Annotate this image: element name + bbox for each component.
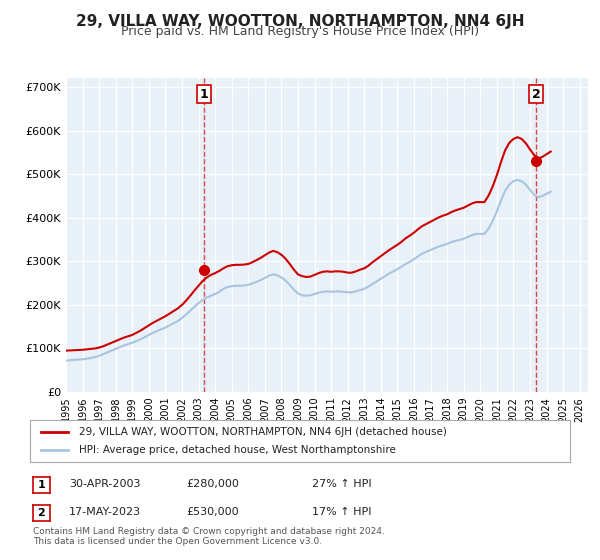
Text: £280,000: £280,000 (186, 479, 239, 489)
Text: Price paid vs. HM Land Registry's House Price Index (HPI): Price paid vs. HM Land Registry's House … (121, 25, 479, 38)
Text: 29, VILLA WAY, WOOTTON, NORTHAMPTON, NN4 6JH: 29, VILLA WAY, WOOTTON, NORTHAMPTON, NN4… (76, 14, 524, 29)
Text: 2: 2 (532, 88, 541, 101)
Text: £530,000: £530,000 (186, 507, 239, 517)
Text: 2: 2 (38, 508, 45, 518)
Text: 17-MAY-2023: 17-MAY-2023 (69, 507, 141, 517)
Text: 1: 1 (200, 88, 208, 101)
Text: HPI: Average price, detached house, West Northamptonshire: HPI: Average price, detached house, West… (79, 445, 395, 455)
Text: 17% ↑ HPI: 17% ↑ HPI (312, 507, 371, 517)
Text: 27% ↑ HPI: 27% ↑ HPI (312, 479, 371, 489)
Text: 1: 1 (38, 480, 45, 490)
Text: Contains HM Land Registry data © Crown copyright and database right 2024.
This d: Contains HM Land Registry data © Crown c… (33, 526, 385, 546)
Text: 29, VILLA WAY, WOOTTON, NORTHAMPTON, NN4 6JH (detached house): 29, VILLA WAY, WOOTTON, NORTHAMPTON, NN4… (79, 427, 446, 437)
Text: 30-APR-2003: 30-APR-2003 (69, 479, 140, 489)
